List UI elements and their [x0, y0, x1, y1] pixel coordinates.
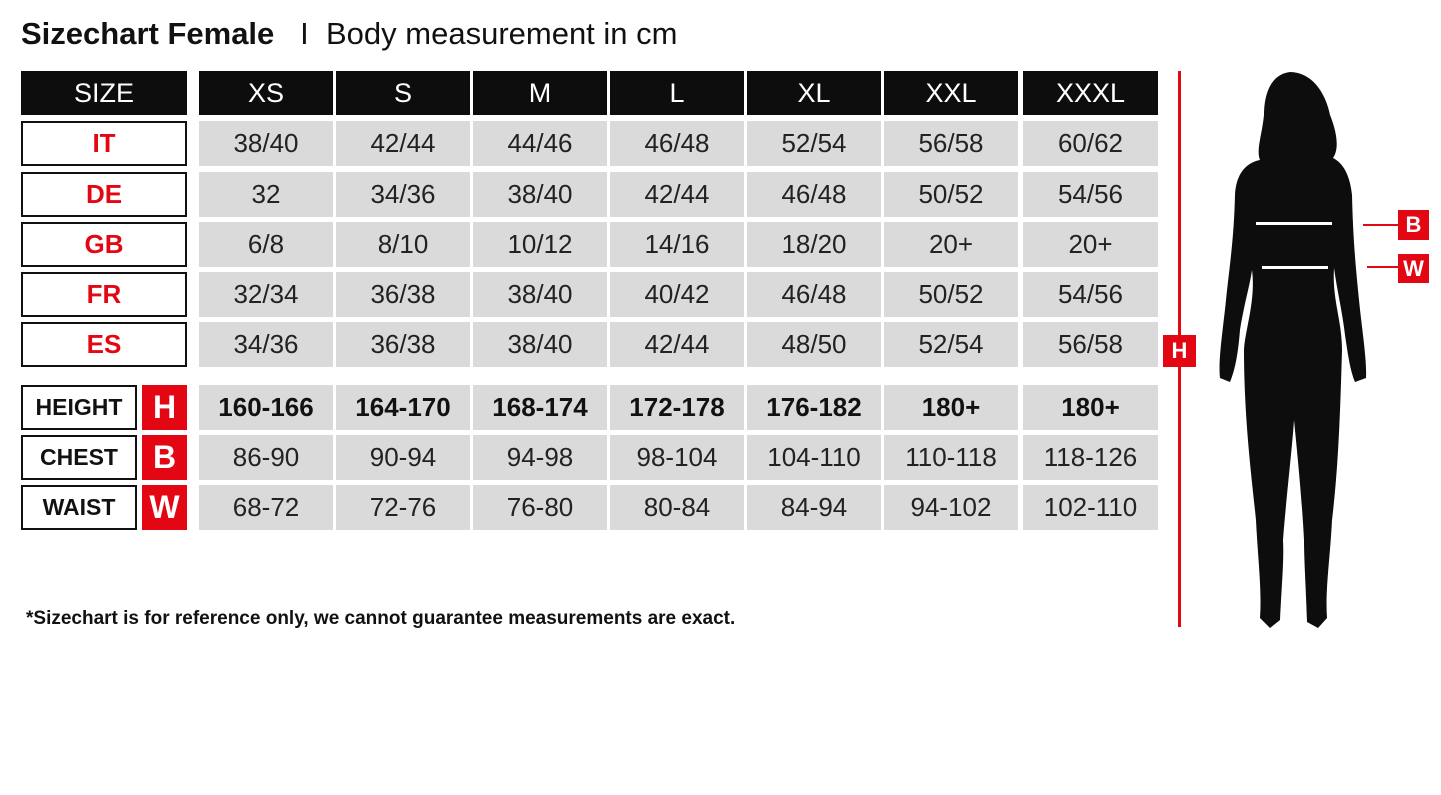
- table-cell: 40/42: [610, 272, 744, 317]
- row-label-it: IT: [21, 121, 187, 166]
- header-size: SIZE: [21, 71, 187, 115]
- page-title: Sizechart Female I Body measurement in c…: [21, 16, 678, 51]
- table-cell: 46/48: [747, 272, 881, 317]
- table-cell: 18/20: [747, 222, 881, 267]
- table-cell: 6/8: [199, 222, 333, 267]
- table-cell: 42/44: [610, 322, 744, 367]
- table-cell: 34/36: [199, 322, 333, 367]
- table-cell: 46/48: [610, 121, 744, 166]
- row-label-gb: GB: [21, 222, 187, 267]
- table-cell: 10/12: [473, 222, 607, 267]
- table-cell: 84-94: [747, 485, 881, 530]
- table-cell: 118-126: [1023, 435, 1158, 480]
- table-cell: 42/44: [610, 172, 744, 217]
- header-size-s: S: [336, 71, 470, 115]
- table-cell: 180+: [1023, 385, 1158, 430]
- table-cell: 60/62: [1023, 121, 1158, 166]
- row-label-fr: FR: [21, 272, 187, 317]
- header-size-l: L: [610, 71, 744, 115]
- table-cell: 72-76: [336, 485, 470, 530]
- table-cell: 38/40: [473, 172, 607, 217]
- table-cell: 76-80: [473, 485, 607, 530]
- table-cell: 32: [199, 172, 333, 217]
- table-cell: 160-166: [199, 385, 333, 430]
- table-cell: 48/50: [747, 322, 881, 367]
- row-label-chest: CHEST: [21, 435, 137, 480]
- header-size-xl: XL: [747, 71, 881, 115]
- header-size-xxl: XXL: [884, 71, 1018, 115]
- row-label-height: HEIGHT: [21, 385, 137, 430]
- row-label-waist: WAIST: [21, 485, 137, 530]
- table-cell: 98-104: [610, 435, 744, 480]
- chest-badge: B: [1398, 210, 1429, 240]
- table-cell: 54/56: [1023, 272, 1158, 317]
- table-cell: 94-98: [473, 435, 607, 480]
- table-cell: 80-84: [610, 485, 744, 530]
- table-cell: 44/46: [473, 121, 607, 166]
- waist-line: [1367, 266, 1399, 268]
- table-cell: 50/52: [884, 172, 1018, 217]
- table-cell: 38/40: [199, 121, 333, 166]
- table-cell: 50/52: [884, 272, 1018, 317]
- header-size-xxxl: XXXL: [1023, 71, 1158, 115]
- table-cell: 36/38: [336, 272, 470, 317]
- badge-h: H: [142, 385, 187, 430]
- header-size-m: M: [473, 71, 607, 115]
- table-cell: 68-72: [199, 485, 333, 530]
- table-cell: 86-90: [199, 435, 333, 480]
- table-cell: 102-110: [1023, 485, 1158, 530]
- disclaimer: *Sizechart is for reference only, we can…: [26, 608, 736, 629]
- table-cell: 52/54: [747, 121, 881, 166]
- table-cell: 46/48: [747, 172, 881, 217]
- table-cell: 32/34: [199, 272, 333, 317]
- height-badge: H: [1163, 335, 1196, 367]
- table-cell: 164-170: [336, 385, 470, 430]
- table-cell: 54/56: [1023, 172, 1158, 217]
- table-cell: 110-118: [884, 435, 1018, 480]
- chest-line: [1363, 224, 1399, 226]
- header-size-xs: XS: [199, 71, 333, 115]
- badge-w: W: [142, 485, 187, 530]
- table-cell: 104-110: [747, 435, 881, 480]
- table-cell: 52/54: [884, 322, 1018, 367]
- badge-b: B: [142, 435, 187, 480]
- table-cell: 172-178: [610, 385, 744, 430]
- table-cell: 14/16: [610, 222, 744, 267]
- table-cell: 36/38: [336, 322, 470, 367]
- table-cell: 38/40: [473, 322, 607, 367]
- row-label-de: DE: [21, 172, 187, 217]
- table-cell: 94-102: [884, 485, 1018, 530]
- table-cell: 8/10: [336, 222, 470, 267]
- table-cell: 180+: [884, 385, 1018, 430]
- table-cell: 168-174: [473, 385, 607, 430]
- table-cell: 38/40: [473, 272, 607, 317]
- waist-badge: W: [1398, 254, 1429, 283]
- table-cell: 42/44: [336, 121, 470, 166]
- table-cell: 34/36: [336, 172, 470, 217]
- row-label-es: ES: [21, 322, 187, 367]
- table-cell: 20+: [1023, 222, 1158, 267]
- table-cell: 176-182: [747, 385, 881, 430]
- table-cell: 90-94: [336, 435, 470, 480]
- table-cell: 56/58: [884, 121, 1018, 166]
- table-cell: 56/58: [1023, 322, 1158, 367]
- table-cell: 20+: [884, 222, 1018, 267]
